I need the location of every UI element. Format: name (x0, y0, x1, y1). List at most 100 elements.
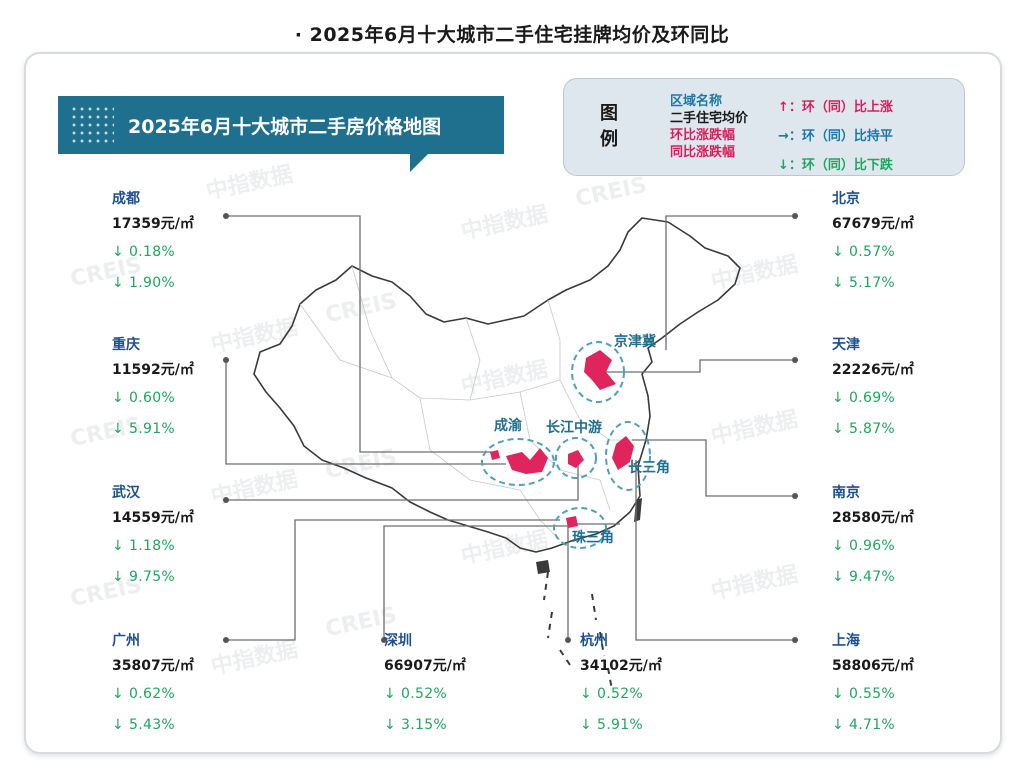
region-label-changjiang: 长江中游 (546, 419, 602, 436)
changsanjiao-shape (612, 436, 634, 470)
city-price: 66907元/㎡ (384, 658, 466, 674)
city-price: 17359元/㎡ (112, 216, 194, 232)
arrow-down-icon: ↓ (832, 569, 845, 585)
city-shanghai: 上海 58806元/㎡ ↓ 0.55% ↓ 4.71% (832, 630, 914, 737)
arrow-down-icon: ↓ (384, 717, 397, 733)
city-mom: ↓ 0.52% (580, 686, 644, 702)
region-label-zhusanjiao: 珠三角 (572, 529, 614, 546)
city-mom: ↓ 0.52% (384, 686, 448, 702)
city-name: 深圳 (384, 633, 412, 649)
city-price: 14559元/㎡ (112, 510, 194, 526)
city-name: 北京 (832, 191, 860, 207)
arrow-down-icon: ↓ (112, 538, 125, 554)
region-label-chengyu: 成渝 (494, 417, 523, 434)
city-yoy: ↓ 9.75% (112, 569, 176, 585)
page-title: · 2025年6月十大城市二手住宅挂牌均价及环同比 (294, 24, 730, 46)
arrow-down-icon: ↓ (112, 390, 125, 406)
changsanjiao-ring (605, 421, 651, 491)
province-borders (299, 265, 640, 541)
city-price: 58806元/㎡ (832, 658, 914, 674)
legend-rule-up: ↑：环（同）比上涨 (778, 100, 893, 115)
taiwan-island (634, 498, 642, 522)
banner-title: 2025年6月十大城市二手房价格地图 (128, 115, 442, 138)
city-name: 天津 (832, 337, 860, 353)
banner-tail (410, 154, 428, 172)
arrow-down-icon: ↓ (832, 686, 845, 702)
city-name: 南京 (832, 485, 860, 501)
city-yoy: ↓ 4.71% (832, 717, 896, 733)
city-mom: ↓ 0.57% (832, 244, 896, 260)
city-hangzhou: 杭州 34102元/㎡ ↓ 0.52% ↓ 5.91% (580, 630, 662, 737)
arrow-down-icon: ↓ (112, 717, 125, 733)
city-chongqing: 重庆 11592元/㎡ ↓ 0.60% ↓ 5.91% (112, 334, 194, 441)
city-mom: ↓ 0.18% (112, 244, 176, 260)
callout-endpoints (223, 213, 798, 643)
arrow-down-icon: ↓ (832, 421, 845, 437)
city-price: 28580元/㎡ (832, 510, 914, 526)
city-yoy: ↓ 5.17% (832, 275, 896, 291)
city-mom: ↓ 0.55% (832, 686, 896, 702)
jingjinji-shape (584, 350, 616, 390)
jingjinji-ring (571, 341, 625, 403)
arrow-down-icon: ↓ (112, 421, 125, 437)
dot-grid-icon (70, 105, 114, 145)
city-mom: ↓ 0.62% (112, 686, 176, 702)
city-mom: ↓ 0.60% (112, 390, 176, 406)
arrow-down-icon: ↓ (832, 717, 845, 733)
city-yoy: ↓ 5.91% (580, 717, 644, 733)
city-name: 武汉 (112, 485, 140, 501)
city-price: 67679元/㎡ (832, 216, 914, 232)
city-mom: ↓ 1.18% (112, 538, 176, 554)
legend-box: 图例 区域名称 二手住宅均价 环比涨跌幅 同比涨跌幅 ↑：环（同）比上涨 →：环… (563, 78, 965, 176)
city-guangzhou: 广州 35807元/㎡ ↓ 0.62% ↓ 5.43% (112, 630, 194, 737)
city-nanjing: 南京 28580元/㎡ ↓ 0.96% ↓ 9.47% (832, 482, 914, 589)
arrow-down-icon: ↓ (580, 717, 593, 733)
city-mom: ↓ 0.69% (832, 390, 896, 406)
hainan-island (536, 560, 550, 574)
region-label-jingjinji: 京津冀 (614, 333, 656, 350)
city-chengdu: 成都 17359元/㎡ ↓ 0.18% ↓ 1.90% (112, 188, 194, 295)
region-rings (481, 341, 651, 549)
south-sea-islands (543, 571, 613, 691)
city-yoy: ↓ 3.15% (384, 717, 448, 733)
city-yoy: ↓ 5.91% (112, 421, 176, 437)
city-name: 广州 (112, 633, 140, 649)
arrow-down-icon: ↓ (580, 686, 593, 702)
city-beijing: 北京 67679元/㎡ ↓ 0.57% ↓ 5.17% (832, 188, 914, 295)
region-label-changsanjiao: 长三角 (628, 459, 670, 476)
arrow-down-icon: ↓ (112, 686, 125, 702)
china-outline (253, 217, 741, 553)
city-price: 22226元/㎡ (832, 362, 914, 378)
chengyu-shape (506, 448, 548, 474)
chengyu-shape-small (490, 450, 500, 460)
map-title-banner: 2025年6月十大城市二手房价格地图 (58, 96, 504, 154)
legend-rule-down: ↓：环（同）比下跌 (778, 158, 893, 173)
city-name: 成都 (112, 191, 140, 207)
city-name: 杭州 (580, 633, 608, 649)
arrow-up-icon: ↑ (778, 100, 789, 115)
city-yoy: ↓ 5.87% (832, 421, 896, 437)
city-yoy: ↓ 9.47% (832, 569, 896, 585)
city-price: 11592元/㎡ (112, 362, 194, 378)
legend-rules: ↑：环（同）比上涨 →：环（同）比持平 ↓：环（同）比下跌 (778, 93, 893, 180)
arrow-right-icon: → (778, 129, 789, 144)
city-mom: ↓ 0.96% (832, 538, 896, 554)
legend-fields: 区域名称 二手住宅均价 环比涨跌幅 同比涨跌幅 (670, 93, 748, 161)
legend-heading: 图例 (600, 103, 618, 150)
city-tianjin: 天津 22226元/㎡ ↓ 0.69% ↓ 5.87% (832, 334, 914, 441)
chengyu-ring (481, 438, 555, 486)
city-name: 重庆 (112, 337, 140, 353)
arrow-down-icon: ↓ (112, 569, 125, 585)
zhusanjiao-shape (566, 516, 578, 528)
legend-field-region: 区域名称 (670, 94, 723, 109)
arrow-down-icon: ↓ (832, 244, 845, 260)
changjiang-ring (555, 437, 597, 479)
arrow-down-icon: ↓ (112, 244, 125, 260)
city-wuhan: 武汉 14559元/㎡ ↓ 1.18% ↓ 9.75% (112, 482, 194, 589)
region-shapes (490, 350, 634, 528)
city-name: 上海 (832, 633, 860, 649)
legend-field-yoy: 同比涨跌幅 (670, 145, 736, 160)
city-yoy: ↓ 1.90% (112, 275, 176, 291)
arrow-down-icon: ↓ (832, 275, 845, 291)
